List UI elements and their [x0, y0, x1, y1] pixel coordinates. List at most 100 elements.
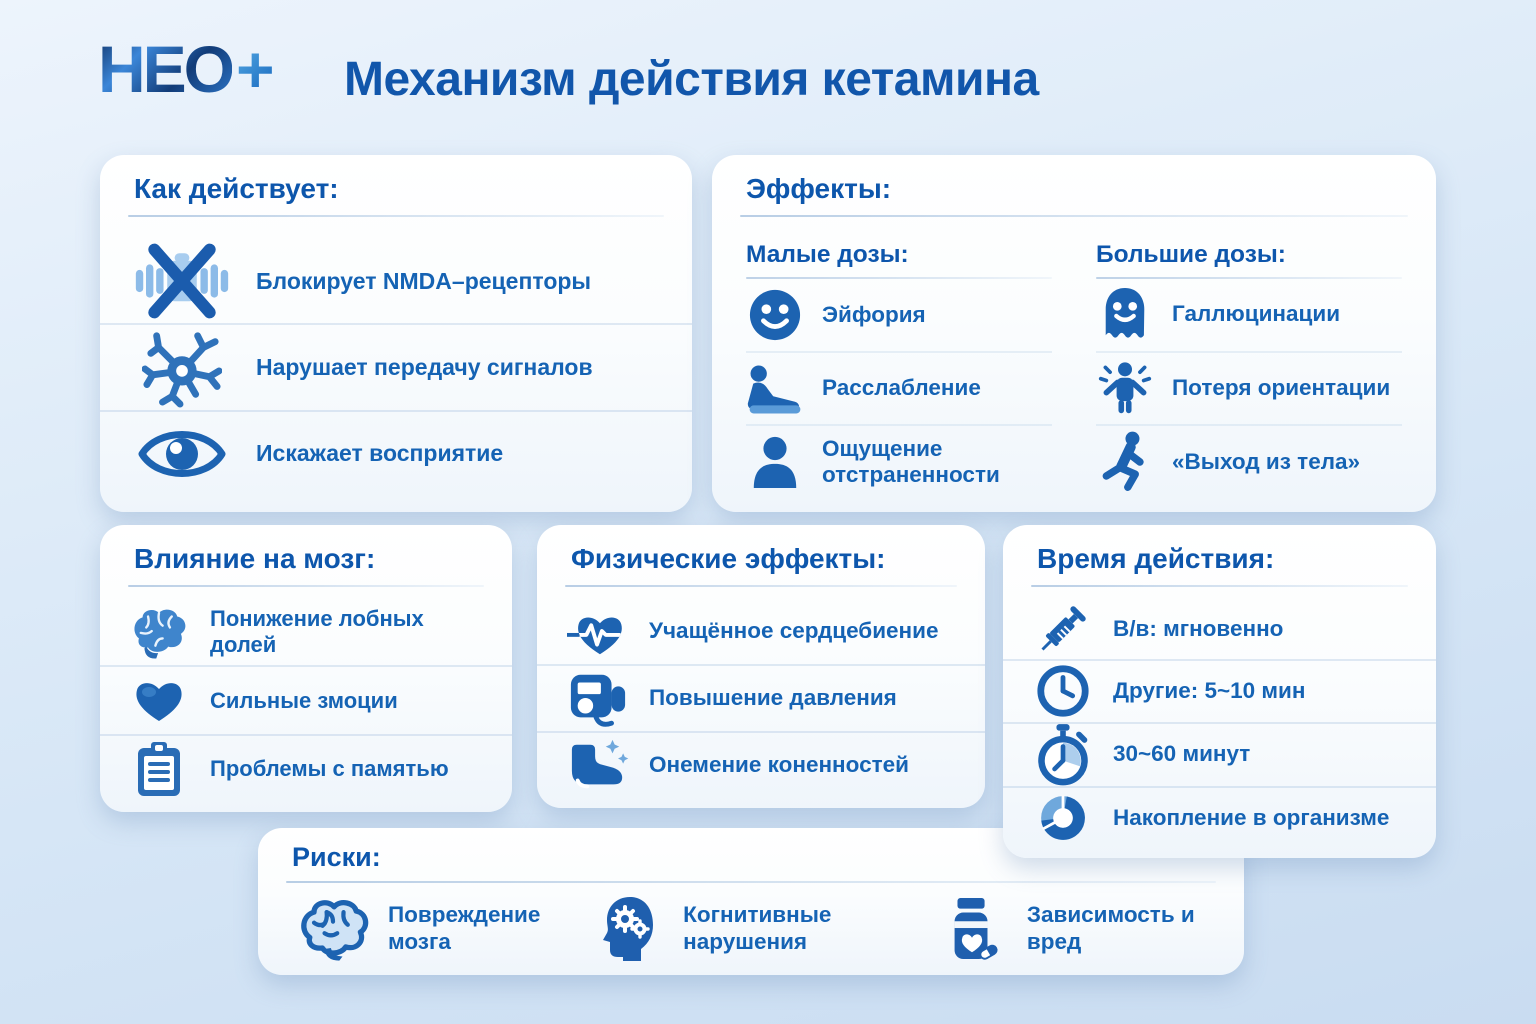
list-item: Понижение лобных долей	[100, 599, 512, 665]
card-title: Как действует:	[134, 173, 339, 204]
heart-icon	[128, 675, 190, 725]
eye-icon	[132, 424, 232, 484]
clipboard-icon	[128, 740, 190, 798]
list-item: Искажает восприятие	[100, 409, 692, 496]
item-list: Блокирует NMDA–рецепторы	[100, 239, 692, 496]
heartbeat-icon	[567, 605, 629, 659]
divider	[286, 881, 1216, 883]
list-item: Ощущение отстраненности	[746, 424, 1052, 498]
list-item: Другие: 5~10 мин	[1003, 659, 1436, 721]
brain-icon	[128, 605, 190, 659]
item-label: Онемение коненностей	[649, 752, 909, 778]
item-list: Повреждение мозга	[294, 890, 1208, 967]
ghost-icon	[1096, 285, 1154, 345]
item-label: Проблемы с памятью	[210, 755, 449, 781]
item-label: Потеря ориентации	[1172, 374, 1391, 400]
item-label: Другие: 5~10 мин	[1113, 678, 1306, 704]
blocked-nmda-receptor-icon	[132, 242, 232, 320]
divider	[740, 215, 1408, 217]
item-label: Учащённое сердцебиение	[649, 618, 939, 644]
card-title: Риски:	[292, 842, 381, 872]
item-label: Зависимость и вред	[1026, 901, 1195, 954]
list-item: Сильные змоции	[100, 665, 512, 733]
neo-plus-logo: НЕО+	[98, 36, 275, 102]
item-list: Понижение лобных долей Сильные змоции	[100, 599, 512, 802]
list-item: Эйфория	[746, 279, 1052, 351]
card-title: Влияние на мозг:	[134, 543, 376, 574]
list-item: Повышение давления	[537, 664, 985, 731]
divider	[128, 585, 484, 587]
donut-chart-icon	[1033, 791, 1093, 845]
item-label: Галлюцинации	[1172, 301, 1341, 327]
item-label: 30~60 минут	[1113, 741, 1251, 767]
card-brain-influence: Влияние на мозг: Понижение лобных долей	[100, 525, 512, 812]
card-title: Физические эффекты:	[571, 543, 886, 574]
column-title: Малые дозы:	[746, 241, 909, 268]
column-title: Большие дозы:	[1096, 241, 1286, 268]
list-item: 30~60 минут	[1003, 721, 1436, 786]
logo-text: НЕО	[98, 32, 235, 106]
disoriented-person-icon	[1096, 359, 1154, 417]
item-list: В/в: мгновенно Другие: 5~10 мин	[1003, 599, 1436, 848]
item-label: Понижение лобных долей	[210, 606, 424, 658]
divider	[128, 215, 664, 217]
divider	[1096, 277, 1402, 279]
list-item: В/в: мгновенно	[1003, 599, 1436, 659]
divider	[746, 277, 1052, 279]
page-title: Механизм действия кетамина	[344, 53, 1039, 106]
list-item: Потеря ориентации	[1096, 350, 1402, 425]
list-item: Блокирует NMDA–рецепторы	[100, 239, 692, 323]
blood-pressure-monitor-icon	[567, 669, 629, 729]
logo-plus-icon: +	[236, 32, 275, 106]
card-duration: Время действия: В/в	[1003, 525, 1436, 858]
person-bust-icon	[746, 433, 804, 491]
neuron-icon	[132, 326, 232, 408]
list-item: Зависимость и вред	[933, 895, 1208, 963]
item-list: Учащённое сердцебиение Повышение давлени…	[537, 599, 985, 798]
reclining-person-icon	[746, 361, 804, 417]
card-effects: Эффекты: Малые дозы: Эйфория	[712, 155, 1436, 512]
list-item: Галлюцинации	[1096, 279, 1402, 351]
syringe-icon	[1033, 600, 1093, 658]
card-physical-effects: Физические эффекты: Учащённое сердцебиен…	[537, 525, 985, 808]
head-gears-icon	[589, 895, 667, 963]
damaged-brain-icon	[294, 897, 372, 961]
list-item: Расслабление	[746, 350, 1052, 425]
item-label: Эйфория	[822, 301, 926, 327]
item-label: «Выход из тела»	[1172, 448, 1361, 474]
item-label: Когнитивные нарушения	[683, 901, 832, 954]
divider	[565, 585, 957, 587]
card-how-it-works: Как действует:	[100, 155, 692, 512]
effects-columns: Малые дозы: Эйфория	[746, 237, 1402, 498]
list-item: Нарушает передачу сигналов	[100, 323, 692, 409]
floating-person-icon	[1096, 430, 1154, 494]
stopwatch-icon	[1033, 723, 1093, 786]
item-label: В/в: мгновенно	[1113, 615, 1284, 641]
item-label: Блокирует NMDA–рецепторы	[256, 267, 592, 294]
list-item: «Выход из тела»	[1096, 424, 1402, 498]
item-label: Сильные змоции	[210, 687, 398, 713]
item-label: Накопление в организме	[1113, 804, 1390, 830]
list-item: Проблемы с памятью	[100, 733, 512, 802]
card-title: Время действия:	[1037, 543, 1275, 574]
item-label: Нарушает передачу сигналов	[256, 353, 593, 380]
item-label: Повреждение мозга	[388, 901, 541, 954]
pill-bottle-icon	[933, 895, 1011, 963]
numb-foot-icon	[567, 737, 629, 795]
divider	[1031, 585, 1408, 587]
smiley-face-icon	[746, 288, 804, 342]
list-item: Повреждение мозга	[294, 897, 563, 961]
card-title: Эффекты:	[746, 173, 892, 204]
clock-icon	[1033, 663, 1093, 719]
item-label: Ощущение отстраненности	[822, 435, 1000, 488]
large-doses-column: Большие дозы: Галлюцинации	[1096, 237, 1402, 498]
item-label: Повышение давления	[649, 685, 897, 711]
item-label: Расслабление	[822, 375, 981, 401]
list-item: Онемение коненностей	[537, 731, 985, 798]
small-doses-column: Малые дозы: Эйфория	[746, 237, 1052, 498]
list-item: Накопление в организме	[1003, 785, 1436, 848]
item-label: Искажает восприятие	[256, 440, 504, 467]
list-item: Учащённое сердцебиение	[537, 599, 985, 664]
list-item: Когнитивные нарушения	[589, 895, 907, 963]
